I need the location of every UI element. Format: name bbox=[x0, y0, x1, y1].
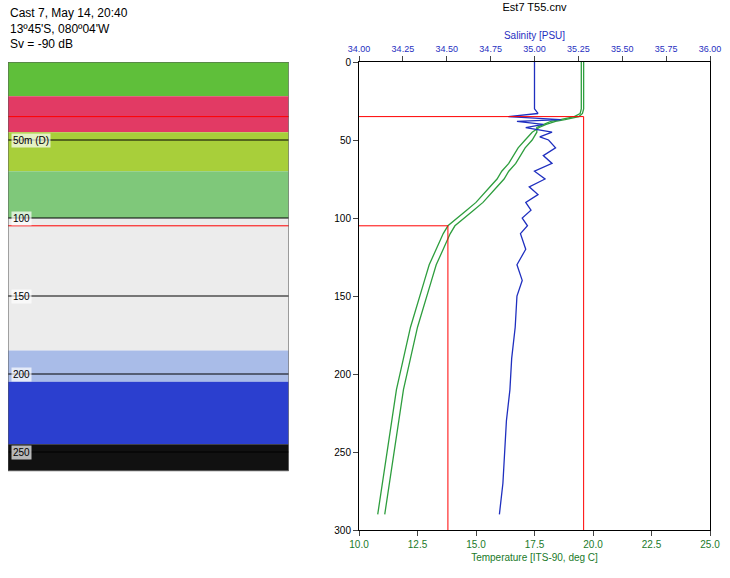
svg-text:35.25: 35.25 bbox=[567, 44, 590, 54]
svg-text:20.0: 20.0 bbox=[583, 539, 603, 550]
svg-text:0: 0 bbox=[345, 57, 351, 68]
svg-text:Cast 7, May 14, 20:4013º45'S,: Cast 7, May 14, 20:4013º45'S, 080º04'WSv… bbox=[10, 6, 128, 51]
svg-text:50m (D): 50m (D) bbox=[13, 135, 49, 146]
svg-text:250: 250 bbox=[334, 447, 351, 458]
svg-text:35.50: 35.50 bbox=[611, 44, 634, 54]
svg-text:250: 250 bbox=[13, 447, 30, 458]
svg-text:200: 200 bbox=[334, 369, 351, 380]
svg-text:100: 100 bbox=[334, 213, 351, 224]
svg-text:34.75: 34.75 bbox=[479, 44, 502, 54]
svg-text:200: 200 bbox=[13, 369, 30, 380]
svg-text:Est7 T55.cnv: Est7 T55.cnv bbox=[503, 1, 567, 13]
svg-text:10.0: 10.0 bbox=[349, 539, 369, 550]
svg-text:17.5: 17.5 bbox=[525, 539, 545, 550]
svg-text:34.25: 34.25 bbox=[392, 44, 415, 54]
svg-text:300: 300 bbox=[334, 525, 351, 536]
svg-text:150: 150 bbox=[13, 291, 30, 302]
svg-text:Salinity [PSU]: Salinity [PSU] bbox=[504, 30, 565, 41]
svg-text:100: 100 bbox=[13, 213, 30, 224]
svg-text:25.0: 25.0 bbox=[700, 539, 720, 550]
svg-text:35.00: 35.00 bbox=[523, 44, 546, 54]
svg-text:15.0: 15.0 bbox=[466, 539, 486, 550]
svg-text:35.75: 35.75 bbox=[655, 44, 678, 54]
svg-text:150: 150 bbox=[334, 291, 351, 302]
svg-text:50: 50 bbox=[340, 135, 352, 146]
svg-text:36.00: 36.00 bbox=[699, 44, 722, 54]
svg-text:34.50: 34.50 bbox=[435, 44, 458, 54]
svg-text:34.00: 34.00 bbox=[348, 44, 371, 54]
svg-text:22.5: 22.5 bbox=[642, 539, 662, 550]
svg-text:12.5: 12.5 bbox=[408, 539, 428, 550]
svg-text:Temperature [ITS-90, deg C]: Temperature [ITS-90, deg C] bbox=[471, 552, 598, 563]
